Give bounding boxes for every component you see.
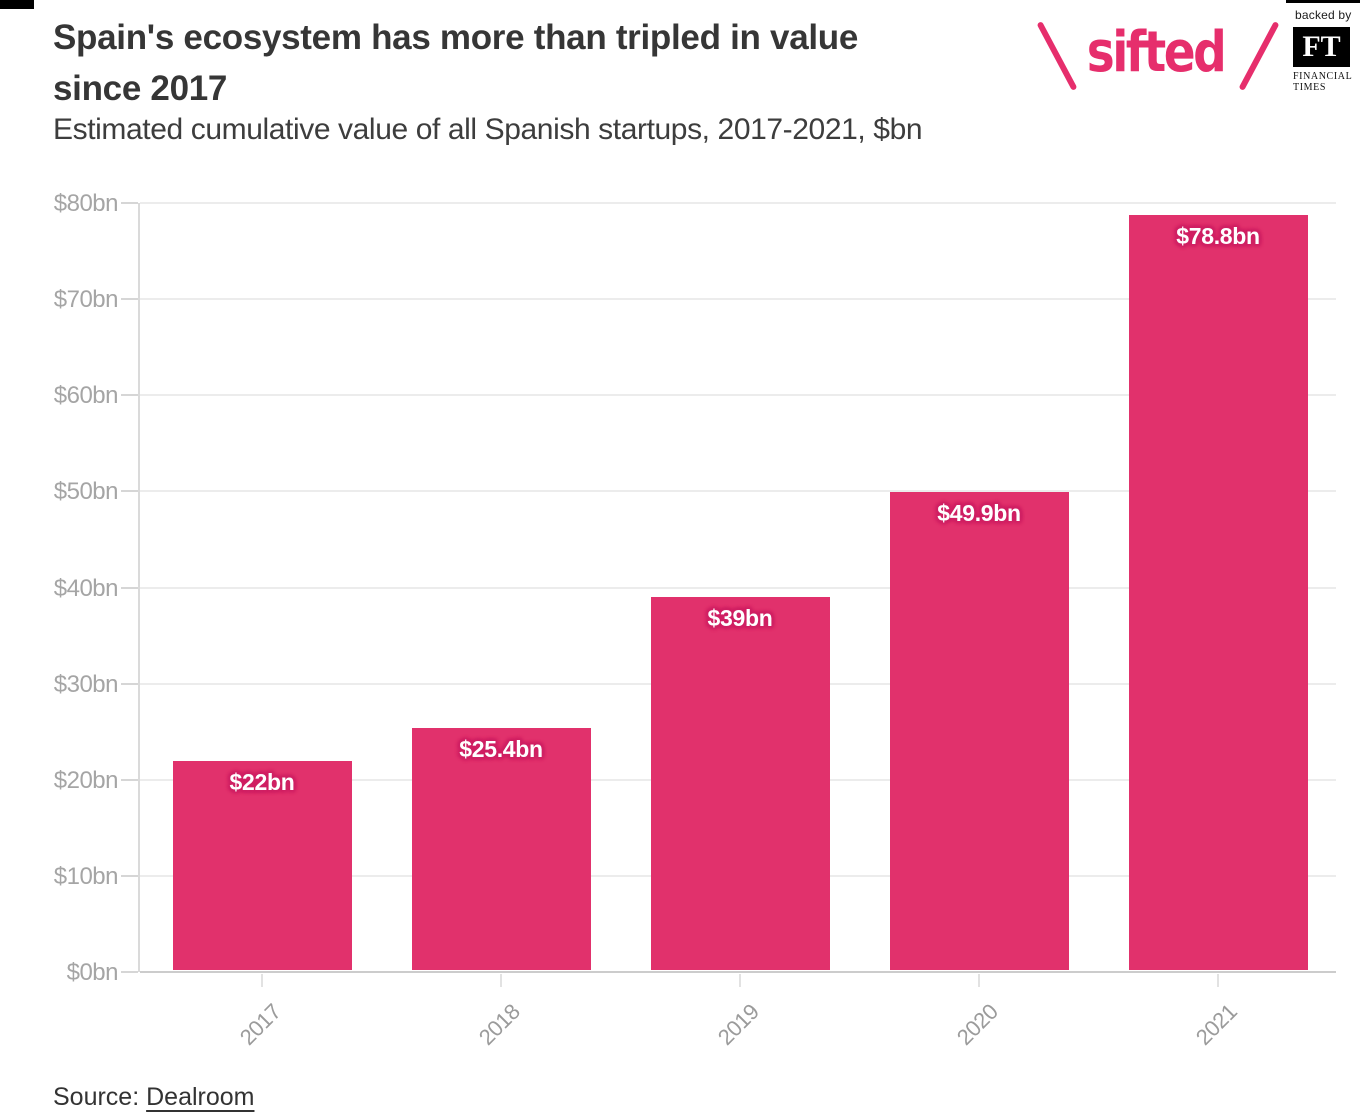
y-axis-tick xyxy=(121,586,138,589)
y-axis-label: $30bn xyxy=(53,670,119,698)
bar-value-label: $49.9bn xyxy=(937,500,1021,527)
x-axis-tick xyxy=(500,974,502,987)
y-axis-tick xyxy=(121,874,138,877)
y-axis-tick xyxy=(121,394,138,397)
y-axis-tick xyxy=(121,490,138,493)
bar-2020: $49.9bn xyxy=(889,492,1069,970)
backed-by-label: backed by xyxy=(1295,8,1352,22)
y-axis-tick xyxy=(121,202,138,204)
x-axis-label: 2019 xyxy=(712,999,764,1050)
sifted-logo: sifted xyxy=(1018,12,1280,102)
x-axis-label: 2020 xyxy=(951,999,1003,1050)
y-gridline xyxy=(140,394,1336,397)
y-axis-tick xyxy=(121,682,138,685)
bar-2019: $39bn xyxy=(650,597,830,970)
y-axis-label: $80bn xyxy=(53,190,119,217)
x-axis-tick xyxy=(261,974,263,987)
x-axis-label: 2017 xyxy=(234,999,286,1050)
y-axis-label: $20bn xyxy=(53,766,119,794)
source-prefix: Source: xyxy=(53,1083,147,1111)
bar-value-label: $22bn xyxy=(229,768,295,795)
chart-title-line2: since 2017 xyxy=(53,69,228,108)
x-axis-tick xyxy=(978,974,980,987)
ft-name-line2: TIMES xyxy=(1293,82,1326,93)
y-axis-tick xyxy=(121,971,138,973)
ft-backed-by-block: backed by FT FINANCIAL TIMES xyxy=(1293,8,1357,93)
y-axis-tick xyxy=(121,298,138,301)
x-axis-tick xyxy=(739,974,741,987)
screen-edge-artifact-left xyxy=(0,0,34,9)
y-axis-label: $50bn xyxy=(53,478,119,506)
y-gridline xyxy=(140,298,1336,301)
bar-2017: $22bn xyxy=(172,760,352,970)
y-gridline xyxy=(140,490,1336,493)
ft-logo-icon: FT xyxy=(1293,27,1350,67)
y-axis-label: $70bn xyxy=(53,286,119,314)
plot-area: $0bn $10bn $20bn $30bn $40bn $50bn $60bn $70bn $… xyxy=(54,190,1336,1050)
ft-name: FINANCIAL TIMES xyxy=(1293,71,1357,93)
y-axis-label: $0bn xyxy=(66,959,119,986)
y-axis-label: $10bn xyxy=(53,862,119,890)
bar-2021: $78.8bn xyxy=(1128,214,1308,970)
backslash-icon xyxy=(1036,21,1078,91)
screen-edge-artifact-right xyxy=(1286,0,1360,3)
source-line: Source: Dealroom xyxy=(53,1083,254,1112)
bar-value-label: $25.4bn xyxy=(459,735,543,762)
slash-icon xyxy=(1238,21,1280,91)
bar-value-label: $78.8bn xyxy=(1176,222,1260,249)
source-link[interactable]: Dealroom xyxy=(146,1083,255,1111)
y-axis-label: $60bn xyxy=(53,382,119,410)
ft-name-line1: FINANCIAL xyxy=(1293,71,1353,82)
chart-title: Spain's ecosystem has more than tripled … xyxy=(53,12,858,114)
bar-2018: $25.4bn xyxy=(411,727,591,970)
x-axis-label: 2021 xyxy=(1190,999,1242,1050)
x-axis-baseline xyxy=(140,971,1336,973)
chart-title-line1: Spain's ecosystem has more than tripled … xyxy=(53,18,859,57)
x-axis-tick xyxy=(1217,974,1219,987)
y-axis-label: $40bn xyxy=(53,574,119,602)
x-axis-label: 2018 xyxy=(473,999,525,1050)
sifted-logo-text: sifted xyxy=(1086,20,1227,85)
y-gridline xyxy=(140,586,1336,589)
y-axis-tick xyxy=(121,778,138,781)
y-gridline xyxy=(140,202,1336,204)
bar-value-label: $39bn xyxy=(707,605,773,632)
chart-subtitle: Estimated cumulative value of all Spanis… xyxy=(53,113,923,146)
